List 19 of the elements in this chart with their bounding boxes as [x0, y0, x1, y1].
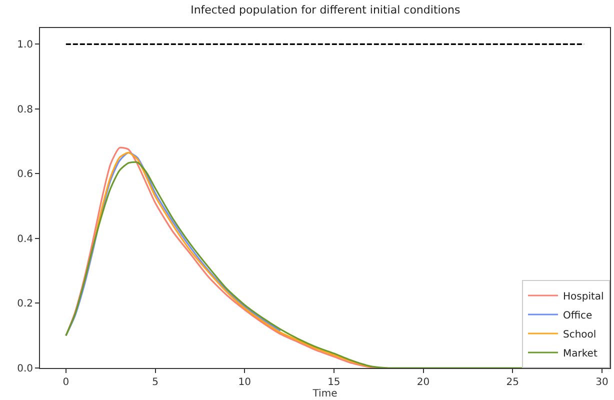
x-tick-label: 0: [62, 377, 70, 388]
chart-title: Infected population for different initial conditions: [190, 4, 461, 17]
legend-label: Hospital: [563, 291, 604, 302]
x-axis-title: Time: [312, 388, 338, 400]
legend-label: Market: [563, 348, 598, 360]
y-tick-label: 0.2: [17, 298, 33, 310]
y-tick-label: 0.8: [17, 104, 33, 116]
x-tick-label: 5: [152, 377, 158, 388]
y-tick-label: 0.6: [17, 169, 33, 180]
legend-label: School: [563, 329, 596, 340]
y-tick-label: 0.0: [17, 364, 33, 374]
y-tick-label: 0.4: [17, 234, 33, 245]
x-tick-label: 30: [596, 377, 608, 388]
x-tick-label: 25: [506, 377, 519, 388]
y-tick-label: 1.0: [17, 40, 33, 51]
x-tick-label: 20: [416, 377, 430, 388]
legend-label: Office: [563, 310, 592, 322]
x-tick-label: 15: [328, 377, 340, 388]
x-tick-label: 10: [238, 377, 251, 388]
